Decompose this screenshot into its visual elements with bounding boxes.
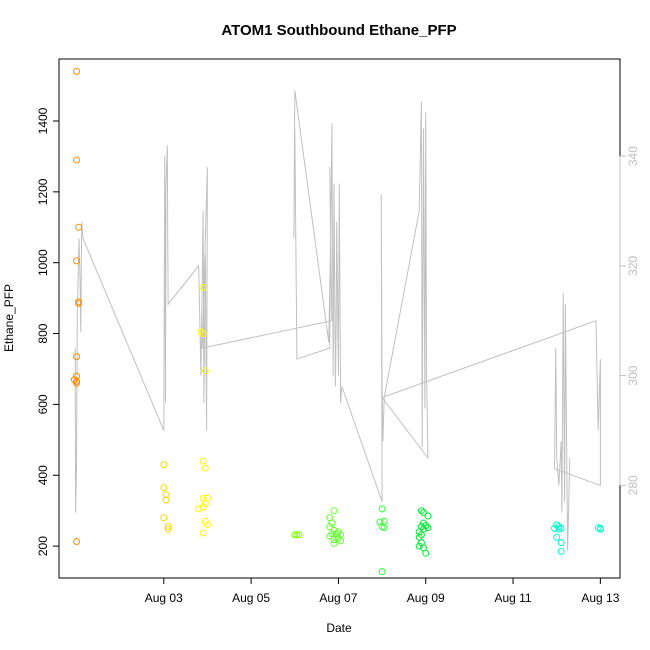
data-point [203,521,211,529]
data-point [422,549,430,557]
data-point [201,464,209,472]
data-point [199,457,207,465]
data-point [75,223,83,231]
data-point [199,284,207,291]
y-tick-label: 600 [36,394,50,414]
x-tick-label: Aug 09 [407,591,445,605]
data-point [73,372,80,380]
data-point [70,376,78,384]
data-point [201,367,209,375]
y2-tick-label: 280 [626,475,640,495]
data-point [199,330,207,338]
data-point [199,503,207,511]
data-point [415,542,423,550]
data-point [378,505,386,513]
data-point [380,524,388,532]
y2-tick-label: 320 [626,255,640,275]
data-point [378,568,386,576]
data-point [330,526,338,534]
data-point [73,353,80,361]
x-tick-label: Aug 11 [494,591,531,605]
data-point [328,519,336,527]
x-tick-label: Aug 05 [232,591,270,605]
y-tick-label: 200 [36,536,50,556]
data-point [164,523,172,531]
data-point [551,524,558,532]
y-axis-label: Ethane_PFP [2,284,16,352]
data-point [164,525,172,533]
data-point [424,524,432,532]
data-point [330,507,338,515]
y-tick-label: 1200 [36,178,50,205]
data-point [553,521,561,529]
data-point [201,500,209,508]
data-point [160,484,168,492]
data-point [330,539,338,547]
data-point [75,299,83,307]
data-point [73,538,80,545]
y-tick-label: 400 [36,465,50,485]
y-tick-label: 1000 [36,249,50,276]
data-point [293,531,301,539]
x-axis-label: Date [326,621,352,635]
axes-layer: Aug 03 Aug 05 Aug 07 Aug 09 Aug 11 Aug 13 200 4… [36,107,640,605]
data-point [160,461,168,469]
data-point [424,512,432,520]
data-point [291,531,299,539]
data-point [555,523,563,531]
data-point [73,379,80,387]
y-tick-label: 1400 [36,107,50,134]
data-point [337,537,345,545]
data-point [295,531,303,539]
data-point [420,509,427,516]
chart-title: ATOM1 Southbound Ethane_PFP [221,22,456,39]
data-point [557,547,565,555]
data-point [73,67,80,75]
x-tick-label: Aug 03 [145,591,183,605]
data-point [73,156,80,164]
data-point [596,525,604,533]
data-point [162,496,170,504]
data-point [326,532,334,540]
data-point [330,536,338,544]
data-point [197,328,205,336]
y2-tick-label: 300 [626,365,640,385]
x-tick-label: Aug 07 [319,591,357,605]
right-axis-series-line [74,90,601,552]
data-point [326,523,334,531]
data-point [195,505,203,513]
y-tick-label: 800 [36,323,50,343]
data-point [201,517,209,525]
data-point [162,491,170,499]
data-point [417,507,425,515]
data-point [422,522,430,530]
points-layer [70,67,604,576]
right-axis-series-layer [74,90,601,552]
x-tick-label: Aug 13 [581,591,619,605]
data-point [557,539,565,547]
data-point [160,514,168,522]
y2-tick-label: 340 [626,146,640,166]
data-point [555,525,563,533]
data-point [553,533,561,541]
data-point [73,257,80,265]
data-point [199,529,207,537]
